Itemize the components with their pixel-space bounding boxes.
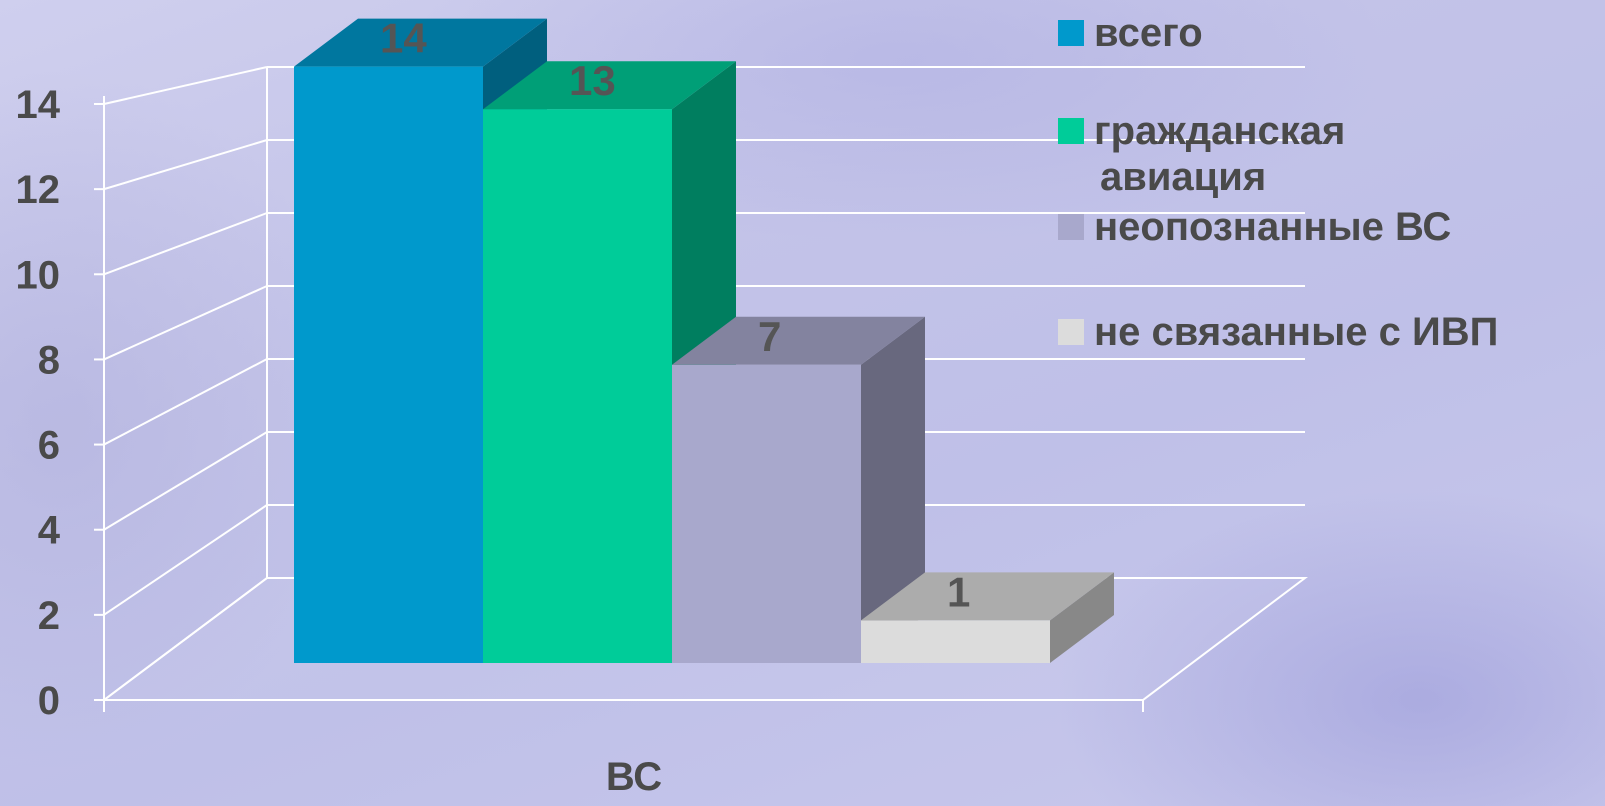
y-tick-label: 0 bbox=[38, 679, 60, 723]
bars bbox=[294, 18, 1114, 664]
bar-top bbox=[861, 572, 1114, 621]
gridline-diagonal bbox=[103, 212, 268, 276]
bar bbox=[672, 364, 861, 663]
legend-swatch bbox=[1058, 214, 1084, 240]
legend-label: гражданская bbox=[1094, 109, 1345, 153]
y-axis: 0 2 4 6 8 10 12 14 bbox=[16, 83, 1144, 723]
legend-swatch bbox=[1058, 118, 1084, 144]
y-tick-label: 12 bbox=[16, 168, 61, 212]
x-category-label: ВС bbox=[606, 755, 662, 799]
data-label: 7 bbox=[758, 313, 781, 360]
bar bbox=[861, 620, 1050, 663]
legend-swatch bbox=[1058, 319, 1084, 345]
legend-label: неопознанные ВС bbox=[1094, 205, 1451, 249]
y-tick-label: 2 bbox=[38, 594, 60, 638]
y-tick-label: 10 bbox=[16, 253, 61, 297]
legend-label-continued: авиация bbox=[1100, 155, 1266, 199]
bar-top bbox=[294, 18, 547, 67]
y-tick-label: 14 bbox=[16, 83, 61, 127]
y-tick-label: 4 bbox=[38, 509, 61, 553]
gridline-diagonal bbox=[103, 431, 268, 531]
bar-side bbox=[861, 316, 925, 663]
data-labels: 14 13 7 1 bbox=[380, 15, 970, 616]
data-label: 13 bbox=[569, 57, 616, 104]
legend-label: не связанные с ИВП bbox=[1094, 310, 1498, 354]
gridline-diagonal bbox=[103, 66, 268, 105]
bar-top bbox=[672, 316, 925, 365]
legend-label: всего bbox=[1094, 11, 1203, 55]
gridline-diagonal bbox=[103, 285, 268, 361]
y-tick-label: 6 bbox=[38, 424, 60, 468]
bar bbox=[483, 109, 672, 663]
data-label: 14 bbox=[380, 15, 427, 62]
gridline-diagonal bbox=[103, 358, 268, 446]
gridline-diagonal bbox=[103, 139, 268, 191]
bar-side bbox=[1050, 572, 1114, 663]
bar-top bbox=[483, 61, 736, 110]
gridline-diagonal bbox=[103, 577, 268, 701]
gridline-diagonal bbox=[103, 504, 268, 616]
y-tick-label: 8 bbox=[38, 338, 60, 382]
data-label: 1 bbox=[947, 568, 970, 615]
bar bbox=[294, 66, 483, 664]
legend-swatch bbox=[1058, 20, 1084, 46]
